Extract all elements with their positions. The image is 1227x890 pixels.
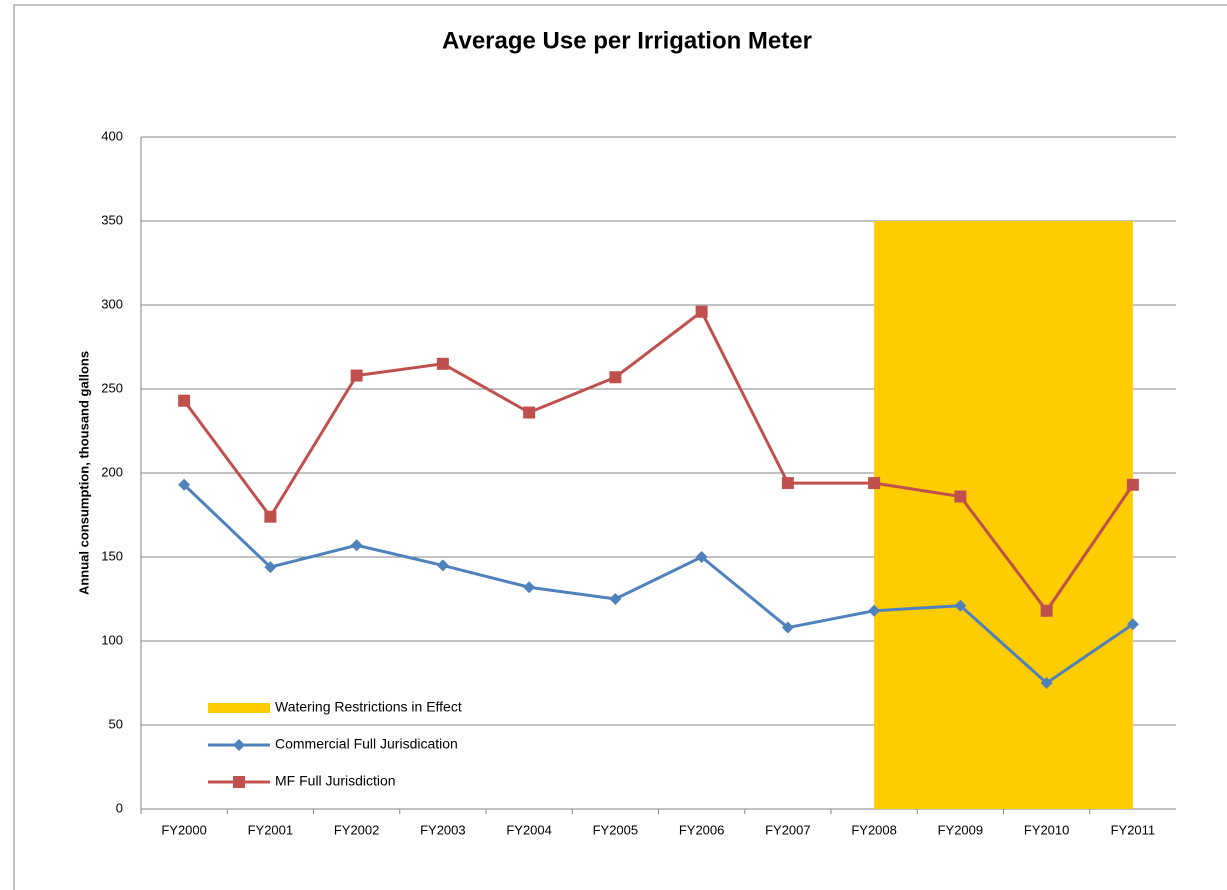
marker bbox=[264, 510, 277, 523]
x-tick-label: FY2009 bbox=[938, 822, 984, 837]
chart-title: Average Use per Irrigation Meter bbox=[442, 27, 812, 54]
y-tick-label: 200 bbox=[101, 464, 123, 479]
x-tick-label: FY2005 bbox=[593, 822, 639, 837]
x-tick-label: FY2008 bbox=[851, 822, 897, 837]
marker bbox=[1126, 618, 1139, 631]
y-tick-label: 300 bbox=[101, 296, 123, 311]
marker bbox=[868, 477, 881, 490]
marker bbox=[954, 599, 967, 612]
marker bbox=[1040, 604, 1053, 617]
x-tick-label: FY2011 bbox=[1111, 822, 1156, 837]
marker bbox=[695, 551, 708, 563]
legend-label: MF Full Jurisdiction bbox=[275, 773, 396, 789]
marker bbox=[781, 621, 794, 634]
y-tick-label: 150 bbox=[101, 548, 123, 563]
marker bbox=[868, 604, 881, 617]
marker bbox=[178, 478, 191, 491]
x-tick-label: FY2007 bbox=[765, 822, 811, 837]
x-tick-label: FY2003 bbox=[420, 822, 466, 837]
x-tick-label: FY2001 bbox=[248, 822, 294, 837]
marker bbox=[178, 394, 191, 407]
marker bbox=[523, 406, 536, 419]
marker bbox=[609, 371, 622, 384]
chart-border bbox=[13, 4, 1227, 890]
marker bbox=[436, 357, 449, 370]
marker bbox=[695, 305, 708, 318]
x-tick-label: FY2010 bbox=[1024, 822, 1070, 837]
legend-swatch bbox=[208, 703, 270, 713]
marker bbox=[1126, 478, 1139, 491]
marker bbox=[523, 581, 536, 594]
marker bbox=[264, 561, 277, 574]
marker bbox=[350, 369, 363, 382]
y-tick-label: 350 bbox=[101, 212, 123, 227]
x-tick-label: FY2002 bbox=[334, 822, 380, 837]
marker bbox=[350, 539, 363, 552]
marker bbox=[781, 477, 794, 490]
x-tick-label: FY2004 bbox=[506, 822, 552, 837]
y-tick-label: 250 bbox=[101, 380, 123, 395]
marker bbox=[436, 559, 449, 572]
marker bbox=[233, 776, 245, 788]
legend-label: Watering Restrictions in Effect bbox=[275, 699, 462, 715]
marker bbox=[233, 739, 245, 751]
y-tick-label: 0 bbox=[116, 800, 123, 815]
y-axis-label: Annual consumption, thousand gallons bbox=[76, 351, 91, 595]
y-tick-label: 50 bbox=[109, 716, 123, 731]
x-tick-label: FY2006 bbox=[679, 822, 725, 837]
legend-label: Commercial Full Jurisdication bbox=[275, 736, 458, 752]
marker bbox=[954, 490, 967, 503]
marker bbox=[609, 593, 622, 605]
line bbox=[182, 309, 1135, 614]
x-tick-label: FY2000 bbox=[161, 822, 207, 837]
area bbox=[874, 221, 1133, 809]
line bbox=[183, 483, 1134, 685]
y-tick-label: 400 bbox=[101, 128, 123, 143]
y-tick-label: 100 bbox=[101, 632, 123, 647]
marker bbox=[1040, 677, 1053, 689]
